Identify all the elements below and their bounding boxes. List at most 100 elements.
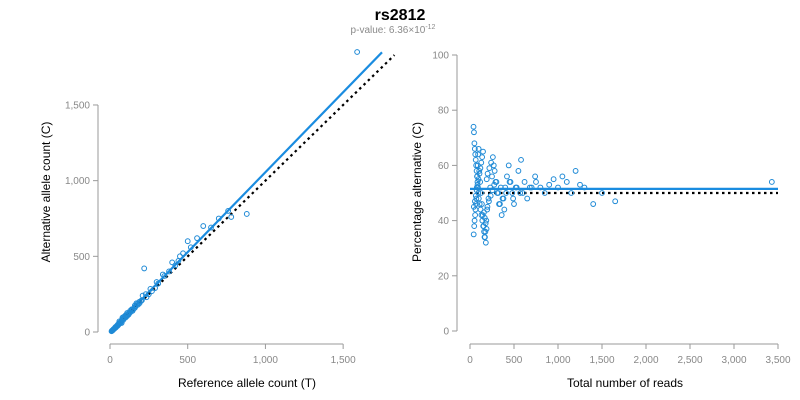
right-data-point (612, 198, 619, 205)
right-data-point (476, 170, 483, 177)
right-data-point (517, 190, 524, 196)
right-data-point (471, 129, 477, 136)
right-data-point (473, 184, 480, 191)
right-data-point (481, 214, 488, 221)
right-data-point (472, 156, 479, 163)
right-y-tick-label: 100 (432, 51, 449, 62)
right-data-point (471, 140, 478, 147)
right-data-point (494, 190, 501, 196)
right-data-point (550, 176, 557, 183)
right-data-point (475, 145, 482, 152)
left-data-point (136, 298, 143, 305)
right-data-point (478, 159, 485, 166)
right-x-axis-title: Total number of reads (567, 376, 683, 390)
left-data-point (243, 211, 250, 217)
right-data-point (515, 168, 522, 174)
right-data-point (563, 179, 570, 185)
right-data-point (518, 156, 524, 163)
left-data-point (147, 285, 154, 292)
right-data-point (471, 145, 478, 152)
right-data-point (490, 162, 497, 169)
right-data-point (489, 187, 496, 194)
right-data-point (504, 173, 510, 180)
right-data-point (477, 165, 484, 172)
right-data-point (486, 198, 492, 205)
left-data-point (184, 238, 191, 245)
right-data-point (541, 190, 548, 196)
left-data-point (141, 265, 148, 272)
right-data-point (572, 168, 579, 174)
right-y-tick-label: 80 (438, 106, 450, 117)
right-x-tick-label: 3,000 (721, 355, 746, 366)
right-data-point (532, 173, 539, 180)
right-data-point (482, 220, 489, 227)
right-data-point (480, 148, 486, 155)
left-data-point (142, 291, 149, 298)
left-data-point (124, 310, 130, 316)
left-data-point (128, 306, 135, 313)
left-data-point (161, 273, 168, 279)
right-data-point (473, 195, 480, 202)
right-x-tick-label: 500 (506, 355, 523, 366)
right-data-point (496, 201, 502, 207)
right-y-tick-label: 60 (438, 161, 450, 172)
right-data-point (506, 179, 513, 185)
right-data-point (471, 217, 478, 224)
left-data-point (139, 292, 146, 299)
left-data-point (194, 235, 200, 242)
right-data-point (526, 184, 533, 191)
left-data-point (180, 250, 186, 257)
right-x-tick-label: 2,500 (677, 355, 702, 366)
right-data-point (474, 179, 481, 185)
right-data-point (768, 179, 775, 185)
right-y-tick-label: 0 (443, 327, 449, 338)
left-y-tick-label: 1,500 (65, 100, 90, 111)
right-data-point (481, 209, 487, 216)
right-data-point (473, 187, 480, 194)
right-data-point (476, 201, 483, 207)
chart-title: rs2812 (375, 7, 426, 24)
right-data-point (476, 168, 483, 174)
right-data-point (470, 231, 477, 238)
right-data-point (471, 223, 478, 230)
left-scatter-panel: 0 500 1,000 1,500 0 500 1,000 1,500 Reference a… (39, 49, 396, 390)
right-data-point (472, 192, 479, 199)
right-data-point (491, 168, 498, 174)
left-data-point (172, 262, 179, 269)
right-data-point (472, 151, 479, 158)
right-y-tick-label: 40 (438, 216, 450, 227)
right-data-point (474, 181, 481, 188)
right-x-tick-label: 3,500 (765, 355, 790, 366)
right-data-point (511, 201, 517, 207)
right-data-point (559, 173, 566, 180)
right-data-point (489, 154, 496, 161)
right-data-point (568, 190, 575, 196)
right-y-tick-label: 20 (438, 271, 450, 282)
right-data-point (472, 198, 478, 205)
right-data-point (489, 173, 495, 180)
right-data-point (590, 201, 597, 207)
left-fit-line (109, 51, 383, 333)
left-x-tick-label: 0 (107, 355, 113, 366)
left-data-point (187, 244, 194, 251)
right-data-point (577, 181, 583, 188)
right-data-point (581, 184, 588, 191)
left-x-tick-label: 1,000 (253, 355, 278, 366)
right-data-point (491, 181, 498, 188)
right-data-point (484, 170, 491, 177)
left-data-point (166, 268, 172, 275)
chart-subtitle: p-value: 6.36×10-12 (351, 24, 436, 36)
right-axes: 0 500 1,000 1,500 2,000 2,500 3,000 3,500 0 20 40 6… (432, 51, 791, 367)
left-data-point (215, 215, 222, 222)
left-data-point (153, 279, 160, 285)
right-data-point (484, 203, 491, 210)
left-data-point (208, 224, 214, 231)
left-y-tick-label: 500 (73, 252, 90, 263)
right-data-point (546, 181, 553, 188)
left-data-point (177, 253, 183, 260)
right-data-point (475, 176, 482, 183)
right-data-point (555, 184, 561, 191)
right-data-point (503, 190, 509, 196)
right-data-point (483, 225, 490, 232)
